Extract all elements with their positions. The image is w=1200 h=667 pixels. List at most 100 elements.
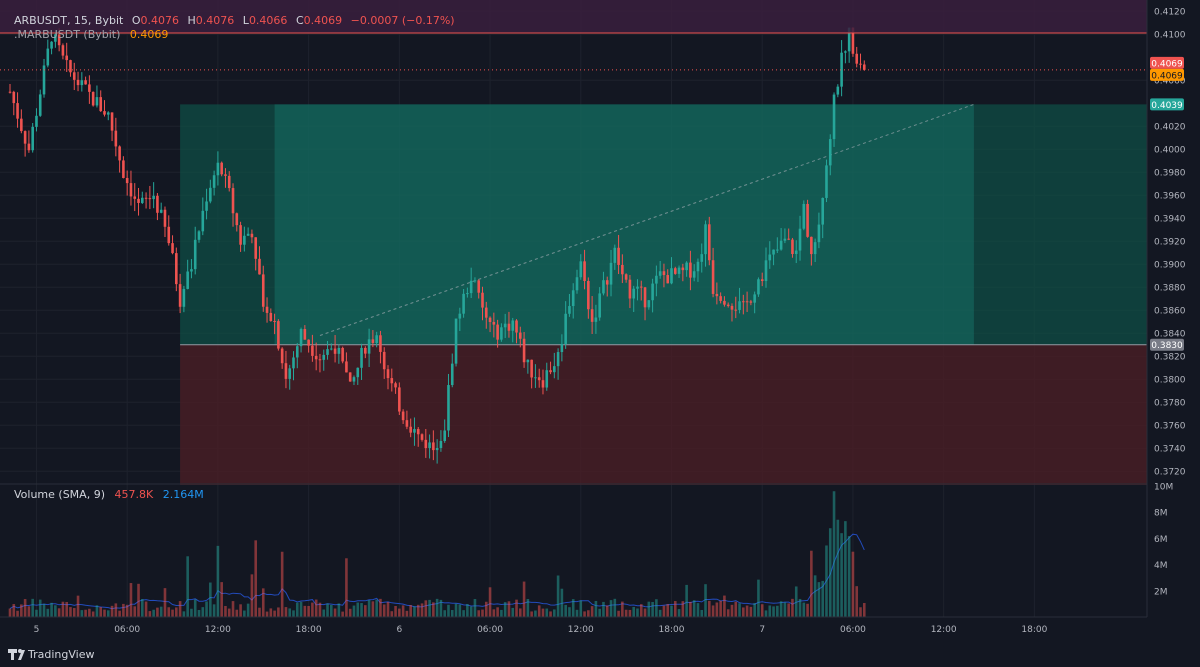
- candle: [844, 50, 847, 64]
- price-tick-label: 0.3860: [1154, 307, 1186, 317]
- candle: [330, 343, 333, 351]
- volume-axis[interactable]: 10M 8M 6M 4M 2M: [1154, 483, 1173, 598]
- volume-bar: [534, 610, 537, 617]
- candle: [416, 427, 420, 447]
- candle: [386, 365, 390, 390]
- volume-bar: [220, 582, 223, 617]
- candle: [825, 159, 828, 203]
- candle: [443, 419, 446, 443]
- candle: [628, 274, 632, 309]
- candle: [314, 342, 318, 371]
- volume-bar: [609, 600, 613, 617]
- volume-bar: [840, 533, 843, 617]
- volume-bar: [704, 584, 707, 617]
- volume-bar: [435, 598, 439, 617]
- candle: [46, 39, 50, 68]
- time-axis[interactable]: 5 06:00 12:00 18:00 6 06:00 12:00 18:00 7 06:00 12…: [34, 625, 1048, 635]
- candle: [156, 193, 159, 221]
- price-tick-label: 0.3880: [1154, 284, 1186, 294]
- open-value: 0.4076: [141, 14, 180, 27]
- position-tool[interactable]: [180, 103, 1148, 485]
- volume-bar: [269, 608, 273, 617]
- volume-bar: [749, 606, 753, 617]
- price-tick-label: 0.4120: [1154, 8, 1186, 18]
- candle: [734, 296, 738, 319]
- volume-bar: [844, 521, 847, 617]
- candle: [420, 433, 424, 442]
- candle: [817, 212, 821, 249]
- price-axis[interactable]: 0.4120 0.4100 0.4060 0.4020 0.4000 0.3980 0.39…: [1154, 8, 1186, 478]
- volume-bar: [813, 575, 817, 617]
- volume-bar: [277, 607, 280, 617]
- volume-bar: [16, 610, 19, 617]
- candle: [122, 156, 125, 179]
- candle: [617, 234, 620, 275]
- candle: [779, 228, 783, 251]
- volume-bar: [670, 605, 673, 617]
- candle: [621, 254, 624, 284]
- volume-bar: [182, 611, 186, 617]
- profit-zone[interactable]: [180, 104, 1148, 345]
- candle: [23, 130, 27, 157]
- stop-zone[interactable]: [180, 344, 1148, 485]
- candle: [473, 277, 477, 283]
- volume-bar: [394, 605, 397, 617]
- volume-bar: [91, 611, 95, 617]
- candle: [50, 41, 53, 55]
- candle: [106, 111, 110, 121]
- candle: [511, 317, 515, 343]
- candle: [715, 282, 719, 305]
- target-price-tag: 0.4039: [1150, 98, 1184, 111]
- candle: [69, 59, 72, 77]
- volume-bar: [530, 611, 533, 617]
- candle: [590, 296, 594, 334]
- price-tick-label: 0.3960: [1154, 192, 1186, 202]
- volume-tick-label: 6M: [1154, 535, 1168, 545]
- candle: [484, 301, 488, 329]
- candle: [345, 352, 348, 373]
- volume-bar: [159, 606, 163, 617]
- candle: [753, 291, 756, 314]
- volume-bar: [292, 610, 295, 617]
- volume-bar: [719, 600, 722, 617]
- volume-bar: [175, 607, 178, 617]
- volume-bar: [42, 603, 46, 617]
- candle: [337, 344, 341, 364]
- volume-bar: [110, 605, 114, 617]
- volume-bar: [280, 551, 284, 617]
- candle: [685, 261, 688, 277]
- volume-bar: [360, 603, 363, 617]
- tradingview-logo-icon[interactable]: [8, 649, 25, 660]
- candle: [394, 381, 397, 394]
- volume-bar: [356, 602, 360, 617]
- volume-bar: [613, 598, 617, 617]
- volume-bar: [69, 607, 72, 617]
- candle: [802, 200, 806, 231]
- volume-bar: [477, 610, 481, 617]
- volume-bar: [598, 608, 601, 617]
- candle: [462, 289, 465, 318]
- volume-bar: [23, 599, 27, 617]
- candle: [708, 216, 711, 266]
- candle: [666, 269, 670, 284]
- candle: [609, 249, 613, 297]
- volume-bar: [794, 586, 798, 617]
- candle: [791, 237, 794, 258]
- candle: [515, 319, 518, 344]
- candle: [360, 343, 363, 380]
- volume-bar: [772, 606, 775, 617]
- volume-bar: [235, 609, 239, 617]
- volume-bar: [122, 603, 125, 617]
- candle: [227, 171, 231, 192]
- brand-name[interactable]: TradingView: [27, 648, 94, 661]
- volume-bar: [862, 603, 866, 617]
- trade-path-line: [319, 103, 975, 336]
- open-label: O: [132, 14, 141, 27]
- mark-symbol: .MARBUSDT (Bybit): [14, 28, 120, 41]
- volume-bar: [651, 601, 654, 617]
- volume-bar: [371, 601, 375, 617]
- price-tick-label: 0.3760: [1154, 422, 1186, 432]
- volume-bar: [647, 601, 651, 617]
- candle: [832, 92, 836, 147]
